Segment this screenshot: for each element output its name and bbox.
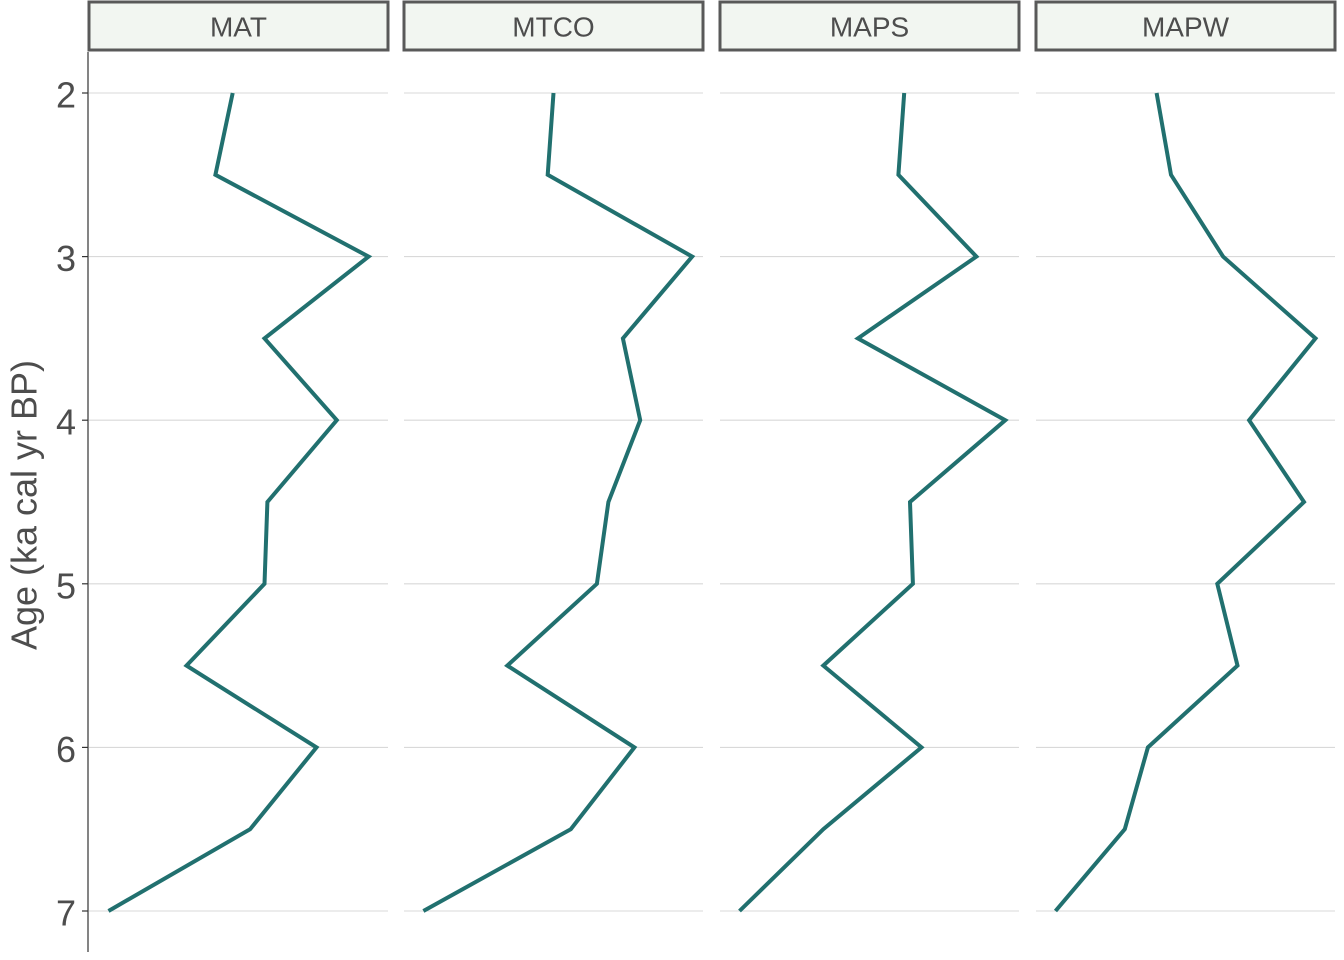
strip-label: MAT	[210, 12, 267, 43]
strip-background	[402, 0, 705, 52]
facet-strip-mtco: MTCO	[402, 0, 705, 52]
series-line-mat	[107, 92, 373, 913]
axis-layer: Age (ka cal yr BP) 2 3 4 5 6 7	[4, 52, 89, 952]
y-axis-title: Age (ka cal yr BP)	[4, 360, 45, 650]
series-line-mapw	[1053, 92, 1319, 913]
series-line-mtco	[422, 92, 696, 913]
strip-label: MTCO	[512, 12, 594, 43]
strip-label: MAPW	[1142, 12, 1230, 43]
y-tick-label-7: 7	[56, 893, 76, 934]
strip-background	[718, 0, 1021, 52]
y-tick-label-3: 3	[56, 238, 76, 279]
grid-layer	[89, 92, 1335, 912]
y-tick-label-5: 5	[56, 565, 76, 606]
strip-background	[1034, 0, 1337, 52]
y-tick-label-6: 6	[56, 729, 76, 770]
facet-strip-mat: MAT	[87, 0, 390, 52]
y-tick-label-4: 4	[56, 402, 76, 443]
strip-label: MAPS	[830, 12, 909, 43]
strip-layer: MAT MTCO MAPS MAPW	[87, 0, 1337, 52]
line-layer	[107, 92, 1319, 913]
facet-strip-mapw: MAPW	[1034, 0, 1337, 52]
series-line-maps	[738, 92, 1009, 913]
y-tick-label-2: 2	[56, 75, 76, 116]
strip-background	[87, 0, 390, 52]
facet-strip-maps: MAPS	[718, 0, 1021, 52]
